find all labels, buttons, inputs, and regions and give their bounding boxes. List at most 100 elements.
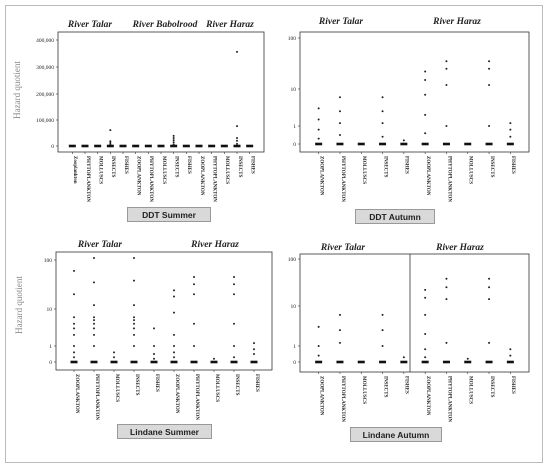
panel-1-river-title: River Talar xyxy=(318,17,364,27)
caption-lindane-summer: Lindane Summer xyxy=(117,424,212,439)
panel-2-data-point xyxy=(233,293,235,296)
panel-2-data-point xyxy=(133,304,135,307)
panel-2-data-point xyxy=(173,295,175,298)
panel-2-data-point xyxy=(133,345,135,347)
panel-3-data-point xyxy=(488,277,491,280)
panel-3-category-label: FISHES xyxy=(404,376,409,394)
panel-3-data-point xyxy=(338,313,341,316)
panel-3-river-title: River Haraz xyxy=(435,243,484,253)
panel-3-ytick-label: 100 xyxy=(288,257,297,263)
panel-1-category-label: MOLLUSCS xyxy=(468,156,473,184)
caption-ddt-autumn: DDT Autumn xyxy=(355,209,435,224)
panel-0-category-label: PHYTOPLANKTON xyxy=(85,156,90,202)
panel-3-ytick-label: 1 xyxy=(293,344,296,350)
panel-3-category-label: PHYTOPLANKTON xyxy=(340,376,345,422)
panel-3-data-point xyxy=(424,332,427,335)
panel-0-data-point xyxy=(109,141,112,144)
panel-1-ytick-label: 10 xyxy=(291,87,297,93)
panel-2-data-point xyxy=(93,316,95,319)
panel-3-data-point xyxy=(381,329,384,332)
panel-2-river-title: River Talar xyxy=(77,240,123,250)
panel-3-category-label: PHYTOPLANKTON xyxy=(446,376,451,422)
panel-3-data-point xyxy=(381,345,384,347)
panel-2-category-label: PHYTOPLANKTON xyxy=(94,374,99,420)
panel-1-ytick-label: 0 xyxy=(293,142,296,148)
panel-0-category-label: PHYTOPLANKTON xyxy=(211,156,216,202)
panel-2-median-mark xyxy=(130,360,138,364)
panel-2-ylabel: Hazard quotient xyxy=(14,276,24,334)
panel-2-data-point xyxy=(233,322,235,325)
panel-2-median-mark xyxy=(230,360,238,364)
panel-3-data-point xyxy=(488,341,491,344)
panel-2-data-point xyxy=(73,322,75,325)
panel-0-data-point xyxy=(172,141,175,144)
panel-3-median-mark xyxy=(379,360,387,364)
panel-2-data-point xyxy=(93,322,95,325)
panel-2-data-point xyxy=(193,293,195,296)
panel-3-category-label: MOLLUSCS xyxy=(468,376,473,404)
panel-1-category-label: PHYTOPLANKTON xyxy=(340,156,345,202)
panel-2-data-point xyxy=(73,345,75,347)
panel-3-median-mark xyxy=(464,360,472,364)
panel-0-category-label: MOLLUSCS xyxy=(224,156,229,184)
caption-lindane-autumn: Lindane Autumn xyxy=(350,427,442,442)
panel-2-data-point xyxy=(73,269,75,272)
panel-2-data-point xyxy=(233,345,235,347)
panel-2-median-mark xyxy=(170,360,178,364)
panel-2-data-point xyxy=(93,327,95,330)
panel-2-data-point xyxy=(173,333,175,336)
panel-0-median-mark xyxy=(144,144,152,148)
panel-3-data-point xyxy=(445,277,448,280)
panel-2-data-point xyxy=(153,353,155,355)
panel-0-median-mark xyxy=(195,144,203,148)
panel-3-data-point xyxy=(317,345,320,347)
panel-2-ytick-label: 10 xyxy=(47,307,53,313)
panel-0-median-mark xyxy=(182,144,190,148)
panel-1-frame xyxy=(299,31,530,153)
panel-2-data-point xyxy=(153,357,155,360)
panel-3-median-mark xyxy=(485,360,493,364)
panel-0-river-title: River Haraz xyxy=(205,20,254,30)
panel-1-data-point xyxy=(488,83,491,86)
panel-0-median-mark xyxy=(132,144,140,148)
panel-3-frame xyxy=(299,253,530,373)
panel-2-data-point xyxy=(153,327,155,330)
panel-1-data-point xyxy=(317,137,320,140)
panel-2-median-mark xyxy=(190,360,198,364)
panel-3-data-point xyxy=(317,354,320,357)
panel-2-data-point xyxy=(93,333,95,336)
panel-1-median-mark xyxy=(421,142,429,146)
panel-0-median-mark xyxy=(157,144,165,148)
panel-2-category-label: INSECTS xyxy=(234,374,239,396)
panel-1-median-mark xyxy=(485,142,493,146)
panel-0-data-point xyxy=(172,137,175,140)
panel-1-data-point xyxy=(381,135,384,138)
panel-2-data-point xyxy=(233,283,235,286)
panel-2-ytick-label: 1 xyxy=(49,344,52,350)
panel-2-data-point xyxy=(253,342,255,345)
panel-3-data-point xyxy=(445,286,448,289)
caption-ddt-summer: DDT Summer xyxy=(127,207,211,222)
panel-0-ylabel: Hazard quotient xyxy=(12,61,22,119)
panel-2-data-point xyxy=(73,316,75,319)
panel-0-category-label: INSECTS xyxy=(173,156,178,178)
panel-1-data-point xyxy=(424,79,427,82)
panel-0-median-mark xyxy=(220,144,228,148)
panel-0-median-mark xyxy=(233,144,241,148)
panel-2-data-point xyxy=(133,256,135,259)
panel-2-data-point xyxy=(153,345,155,347)
panel-0-category-label: MOLLUSCS xyxy=(161,156,166,184)
panel-3-ytick-label: 10 xyxy=(291,304,297,310)
panel-2-median-mark xyxy=(90,360,98,364)
panel-1-category-label: FISHES xyxy=(510,156,515,174)
panel-3-category-label: ZOOPLANKTON xyxy=(318,376,323,416)
panel-2-median-mark xyxy=(110,360,118,364)
panel-0-data-point xyxy=(236,139,238,142)
panel-0-data-point xyxy=(236,137,238,140)
panel-2-data-point xyxy=(173,356,175,359)
panel-2-data-point xyxy=(73,356,75,359)
panel-0-category-label: INSECTS xyxy=(110,156,115,178)
panel-3-data-point xyxy=(381,313,384,316)
panel-1-ytick-label: 100 xyxy=(288,36,297,42)
panel-2-data-point xyxy=(73,351,75,354)
